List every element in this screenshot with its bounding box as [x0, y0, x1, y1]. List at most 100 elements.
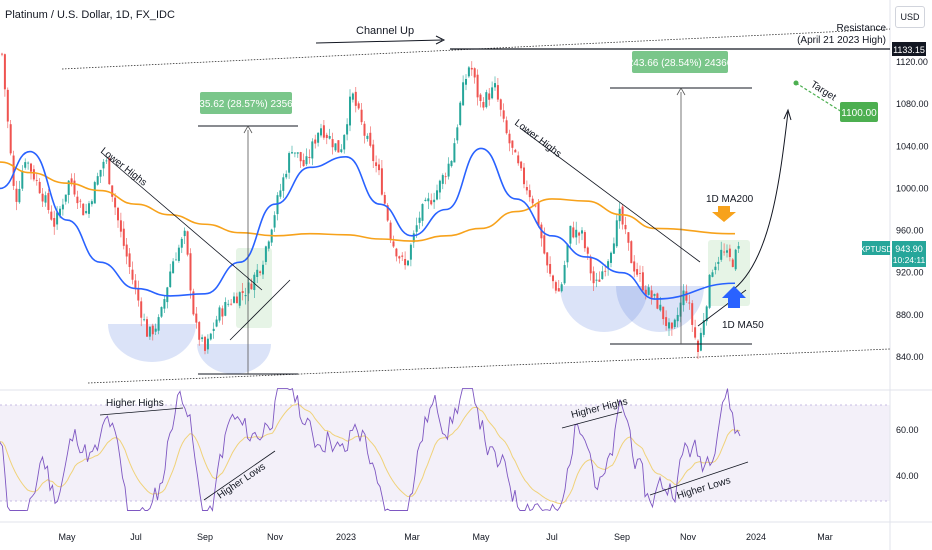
candle-body [131, 269, 134, 280]
rsi-axis[interactable]: 40.00 60.00 [896, 425, 919, 481]
price-axis[interactable]: 840.00 880.00 920.00 960.00 1000.00 1040.00 10… [896, 57, 929, 362]
channel-up-arrow [315, 39, 443, 44]
candle-body [24, 162, 27, 168]
candle-body [67, 180, 70, 195]
candle-body [195, 313, 198, 323]
candle-body [148, 326, 151, 337]
candle-body [467, 67, 470, 77]
rsi-higher-lows-line-2 [649, 461, 749, 496]
time-tick-label: Nov [267, 532, 284, 542]
measure-1-box [200, 92, 292, 114]
candle-body [172, 261, 175, 274]
candle-body [670, 322, 673, 329]
candle-body [598, 279, 601, 282]
candle-body [375, 162, 378, 167]
candle-body [61, 204, 64, 210]
time-tick-label: Mar [817, 532, 833, 542]
lower-highs-line-2 [519, 127, 701, 263]
candle-body [589, 256, 592, 274]
candle-body [612, 243, 615, 254]
candle-body [151, 325, 154, 335]
rsi-higher-highs-line-1 [99, 407, 184, 416]
price-tick-label: 960.00 [896, 226, 924, 236]
candle-body [581, 230, 583, 234]
candle-body [604, 270, 607, 272]
candle-body [230, 303, 233, 305]
candle-body [502, 110, 505, 119]
currency-button[interactable]: USD [895, 6, 925, 28]
candle-body [662, 306, 665, 320]
candle-body [711, 272, 714, 277]
candle-body [404, 258, 407, 266]
candle-body [456, 127, 459, 141]
candle-body [235, 296, 238, 304]
candle-body [549, 263, 552, 274]
resistance-date-label: (April 21 2023 High) [797, 35, 886, 46]
candle-body [430, 200, 433, 205]
candle-body [485, 92, 488, 108]
candle-body [85, 211, 88, 214]
candle-body [285, 173, 288, 178]
candle-body [311, 141, 314, 159]
candle-body [525, 187, 528, 191]
candle-body [302, 159, 305, 167]
candle-body [412, 233, 415, 243]
candle-body [90, 201, 93, 205]
candle-body [267, 241, 270, 249]
time-tick-label: 2023 [336, 532, 356, 542]
candle-body [6, 89, 9, 122]
candle-body [694, 327, 697, 338]
candle-body [21, 170, 24, 189]
candle-body [418, 217, 421, 223]
candle-body [444, 176, 447, 178]
candle-body [250, 283, 253, 290]
candle-body [482, 101, 485, 108]
candle-body [125, 244, 128, 257]
time-tick-label: Sep [614, 532, 630, 542]
candle-body [578, 232, 581, 236]
countdown-text: 10:24:11 [893, 255, 926, 265]
candle-body [546, 252, 549, 266]
candle-body [543, 235, 546, 254]
candle-body [465, 78, 467, 85]
candle-body [299, 152, 302, 162]
candle-body [59, 208, 61, 216]
candle-body [279, 190, 282, 197]
candle-body [531, 198, 534, 204]
price-tick-label: 920.00 [896, 268, 924, 278]
candle-body [523, 167, 525, 185]
candle-body [505, 120, 508, 134]
cup-shape-3 [560, 286, 648, 332]
moving-averages-layer [0, 147, 736, 300]
measure-2-arrowhead [676, 87, 686, 96]
candle-body [328, 136, 331, 139]
price-tick-label: 1000.00 [896, 183, 929, 193]
candle-body [47, 193, 50, 210]
ma200-label: 1D MA200 [706, 194, 754, 205]
candle-body [644, 289, 647, 295]
candle-body [317, 132, 320, 143]
cup-shape-2 [197, 344, 271, 374]
candle-body [380, 168, 383, 195]
measure-1-text: 235.62 (28.57%) 23562 [194, 99, 299, 110]
candle-body [668, 322, 670, 329]
candle-body [415, 225, 418, 232]
candle-body [82, 203, 85, 216]
candle-body [459, 102, 462, 125]
candle-body [56, 212, 59, 225]
candle-body [247, 282, 250, 294]
candle-body [177, 247, 180, 261]
candle-body [186, 231, 189, 255]
candle-body [15, 188, 18, 202]
price-tick-label: 880.00 [896, 310, 924, 320]
rsi-higher-highs-label-1: Higher Highs [106, 398, 164, 409]
candle-body [731, 259, 734, 267]
candle-body [305, 156, 308, 165]
time-axis[interactable]: May Jul Sep Nov 2023 Mar May Jul Sep Nov 2024 Mar [58, 532, 832, 542]
candle-body [389, 222, 392, 239]
candle-body [38, 181, 41, 194]
lower-highs-label-2: Lower Highs [512, 118, 563, 160]
candle-body [128, 253, 131, 267]
candle-body [256, 269, 259, 277]
